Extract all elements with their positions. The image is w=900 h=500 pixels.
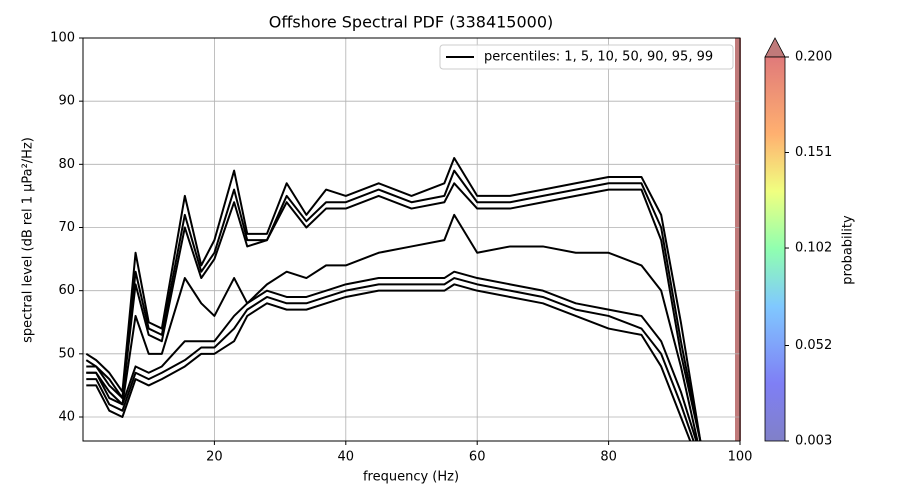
legend: percentiles: 1, 5, 10, 50, 90, 95, 99 — [439, 44, 734, 70]
colorbar-label: probability — [841, 215, 856, 285]
x-tick-label: 80 — [600, 450, 617, 465]
chart-title: Offshore Spectral PDF (338415000) — [269, 13, 554, 32]
percentile-line — [86, 277, 695, 441]
colorbar-tick-label: 0.102 — [795, 241, 832, 256]
x-axis-label: frequency (Hz) — [363, 470, 459, 485]
colorbar-extend — [764, 37, 786, 58]
percentile-line — [86, 283, 692, 441]
y-tick-label: 90 — [58, 94, 75, 109]
percentile-line — [86, 182, 702, 441]
x-tick-label: 20 — [206, 450, 223, 465]
colorbar-tick-label: 0.003 — [795, 434, 832, 449]
x-tick-label: 60 — [469, 450, 486, 465]
legend-label: percentiles: 1, 5, 10, 50, 90, 95, 99 — [484, 50, 713, 65]
y-tick-label: 60 — [58, 283, 75, 298]
y-tick-label: 50 — [58, 346, 75, 361]
y-axis-label: spectral level (dB rel 1 µPa²/Hz) — [21, 137, 36, 343]
x-tick-label: 100 — [728, 450, 753, 465]
y-tick-label: 80 — [58, 157, 75, 172]
plot-frame — [82, 37, 741, 442]
y-tick-label: 70 — [58, 220, 75, 235]
colorbar-tick-label: 0.200 — [795, 50, 832, 65]
y-tick-label: 100 — [50, 31, 75, 46]
pdf-edge-band — [735, 38, 741, 441]
y-tick-label: 40 — [58, 409, 75, 424]
percentile-line — [86, 270, 698, 441]
x-tick-label: 40 — [338, 450, 355, 465]
percentile-line — [85, 169, 702, 441]
percentile-line — [86, 213, 699, 441]
percentile-line — [85, 157, 702, 441]
legend-box — [439, 44, 734, 70]
colorbar-tick-label: 0.052 — [795, 338, 832, 353]
colorbar — [764, 56, 786, 442]
colorbar-tick-label: 0.151 — [795, 145, 832, 160]
